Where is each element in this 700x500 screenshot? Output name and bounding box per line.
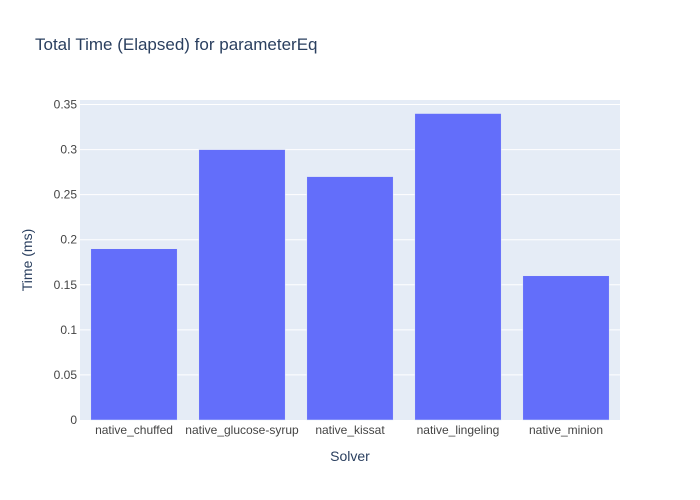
y-axis-title: Time (ms): [19, 229, 35, 291]
bar-native_minion[interactable]: [522, 275, 610, 421]
y-tick-label: 0.3: [60, 143, 77, 157]
y-axis-ticks: 0 0.05 0.1 0.15 0.2 0.25 0.3 0.35: [54, 98, 78, 427]
bar-native_glucose-syrup[interactable]: [198, 149, 286, 421]
x-axis-title: Solver: [330, 448, 370, 464]
y-tick-label: 0.2: [60, 233, 77, 247]
x-axis-ticks: native_chuffed native_glucose-syrup native…: [95, 423, 603, 437]
x-tick-label: native_chuffed: [95, 423, 173, 437]
y-tick-label: 0.05: [54, 368, 78, 382]
y-tick-label: 0.15: [54, 278, 78, 292]
y-tick-label: 0: [70, 413, 77, 427]
x-tick-label: native_glucose-syrup: [185, 423, 299, 437]
x-tick-label: native_lingeling: [417, 423, 500, 437]
bar-native_kissat[interactable]: [306, 176, 394, 421]
x-tick-label: native_kissat: [315, 423, 385, 437]
x-tick-label: native_minion: [529, 423, 603, 437]
y-tick-label: 0.1: [60, 323, 77, 337]
chart-title: Total Time (Elapsed) for parameterEq: [35, 35, 318, 54]
y-tick-label: 0.25: [54, 188, 78, 202]
y-tick-label: 0.35: [54, 98, 78, 112]
bars: [90, 113, 610, 421]
bar-native_chuffed[interactable]: [90, 248, 178, 421]
bar-native_lingeling[interactable]: [414, 113, 502, 421]
